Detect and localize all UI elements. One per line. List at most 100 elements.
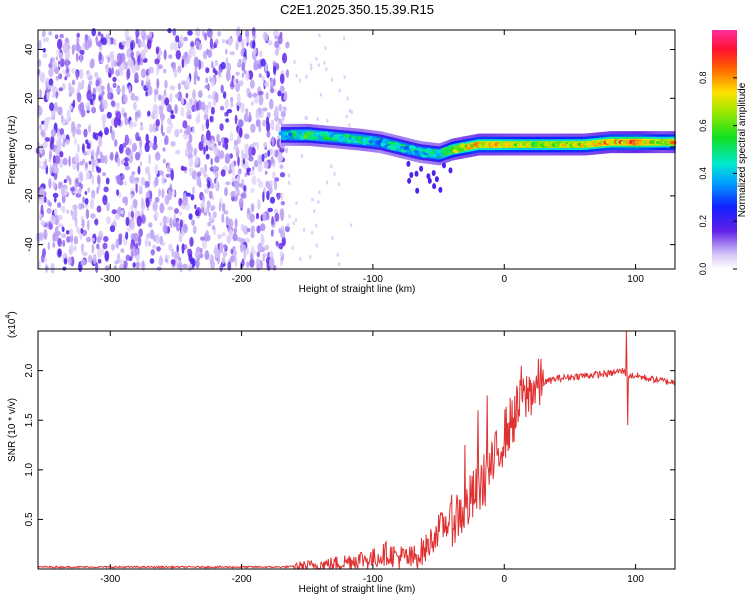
heatmap-noise-cell xyxy=(74,177,80,188)
heatmap-noise-cell xyxy=(107,82,110,93)
heatmap-noise-cell xyxy=(262,253,267,258)
heatmap-noise-cell xyxy=(105,177,110,185)
heatmap-noise-cell xyxy=(239,127,243,138)
x-tick-label: 0 xyxy=(501,274,507,285)
heatmap-noise-cell xyxy=(269,196,276,204)
heatmap-noise-cell xyxy=(194,209,200,217)
heatmap-noise-cell xyxy=(168,243,173,252)
heatmap-noise-cell xyxy=(346,96,349,101)
heatmap-noise-cell xyxy=(97,31,102,37)
heatmap-noise-cell xyxy=(267,40,273,46)
heatmap-noise-cell xyxy=(61,114,64,123)
heatmap-noise-cell xyxy=(269,120,274,130)
heatmap-noise-cell xyxy=(203,211,208,216)
heatmap-noise-cell xyxy=(215,38,219,45)
heatmap-noise-cell xyxy=(134,177,140,182)
heatmap-noise-cell xyxy=(119,263,124,271)
heatmap-noise-cell xyxy=(56,48,60,57)
heatmap-noise-cell xyxy=(269,98,274,110)
heatmap-noise-cell xyxy=(262,211,267,222)
heatmap-noise-cell xyxy=(82,196,85,204)
heatmap-noise-cell xyxy=(145,168,150,173)
heatmap-noise-cell xyxy=(154,58,160,65)
heatmap-noise-cell xyxy=(112,82,117,89)
heatmap-noise-cell xyxy=(76,32,80,38)
heatmap-noise-cell xyxy=(74,217,78,228)
heatmap-noise-cell xyxy=(229,131,234,142)
heatmap-noise-cell xyxy=(191,170,197,180)
heatmap-ridge-cell xyxy=(438,186,443,193)
heatmap-noise-cell xyxy=(174,104,178,115)
heatmap-noise-cell xyxy=(76,37,80,43)
heatmap-noise-cell xyxy=(87,254,93,264)
heatmap-noise-cell xyxy=(62,157,68,166)
heatmap-noise-cell xyxy=(194,204,197,210)
heatmap-noise-cell xyxy=(73,208,78,218)
heatmap-noise-cell xyxy=(95,150,98,160)
heatmap-noise-cell xyxy=(131,171,136,176)
heatmap-ridge-cell xyxy=(431,170,436,176)
spectrogram-y-ticks: -40 -20 0 20 40 xyxy=(24,44,675,252)
heatmap-noise-cell xyxy=(92,149,95,158)
heatmap-noise-cell xyxy=(80,203,84,209)
heatmap-noise-cell xyxy=(223,210,229,215)
heatmap-noise-cell xyxy=(128,58,134,70)
heatmap-ridge-cell xyxy=(299,131,302,139)
heatmap-ridge-peak xyxy=(456,147,465,152)
heatmap-noise-cell xyxy=(171,248,175,258)
heatmap-noise-cell xyxy=(243,185,247,192)
heatmap-noise-cell xyxy=(280,110,286,118)
heatmap-noise-cell xyxy=(161,174,165,186)
heatmap-noise-cell xyxy=(266,190,270,201)
heatmap-noise-cell xyxy=(180,106,185,117)
heatmap-noise-cell xyxy=(140,49,146,60)
heatmap-noise-cell xyxy=(148,153,151,165)
y-tick-label: 0 xyxy=(24,144,35,150)
heatmap-noise-cell xyxy=(44,137,51,142)
heatmap-noise-cell xyxy=(51,165,58,174)
heatmap-noise-cell xyxy=(77,143,80,153)
heatmap-ridge-cell xyxy=(388,141,391,148)
heatmap-noise-cell xyxy=(262,107,268,112)
heatmap-noise-cell xyxy=(62,205,66,214)
heatmap-noise-cell xyxy=(38,199,43,205)
heatmap-noise-cell xyxy=(220,169,226,177)
heatmap-noise-cell xyxy=(92,87,97,95)
heatmap-noise-cell xyxy=(217,70,222,76)
heatmap-noise-cell xyxy=(109,52,115,62)
heatmap-noise-cell xyxy=(115,69,121,77)
heatmap-noise-cell xyxy=(192,225,197,234)
heatmap-noise-cell xyxy=(160,115,164,125)
heatmap-noise-cell xyxy=(68,155,71,167)
heatmap-noise-cell xyxy=(82,251,88,256)
heatmap-ridge-peak xyxy=(407,151,414,155)
heatmap-noise-cell xyxy=(118,233,123,240)
heatmap-noise-cell xyxy=(163,94,166,100)
heatmap-noise-cell xyxy=(267,149,270,157)
heatmap-noise-cell xyxy=(103,200,107,206)
heatmap-noise-cell xyxy=(124,116,129,126)
heatmap-noise-cell xyxy=(228,218,234,230)
heatmap-noise-cell xyxy=(206,129,211,141)
heatmap-noise-cell xyxy=(287,173,291,178)
heatmap-noise-cell xyxy=(90,237,95,242)
heatmap-noise-cell xyxy=(253,160,259,168)
heatmap-noise-cell xyxy=(240,102,245,114)
heatmap-noise-cell xyxy=(97,131,103,137)
heatmap-noise-cell xyxy=(124,196,128,206)
heatmap-noise-cell xyxy=(80,227,84,234)
heatmap-noise-cell xyxy=(255,108,259,120)
heatmap-ridge-cell xyxy=(328,133,331,141)
heatmap-noise-cell xyxy=(184,51,188,58)
heatmap-noise-cell xyxy=(50,262,55,274)
heatmap-noise-cell xyxy=(205,118,210,130)
heatmap-noise-cell xyxy=(263,141,268,148)
spectrogram-x-label: Height of straight line (km) xyxy=(299,284,416,295)
heatmap-noise-cell xyxy=(156,78,160,89)
heatmap-ridge-cell xyxy=(409,146,412,153)
heatmap-noise-cell xyxy=(158,256,164,266)
heatmap-noise-cell xyxy=(153,93,157,103)
heatmap-noise-cell xyxy=(47,242,50,250)
heatmap-noise-cell xyxy=(230,255,236,263)
heatmap-noise-cell xyxy=(137,55,141,66)
